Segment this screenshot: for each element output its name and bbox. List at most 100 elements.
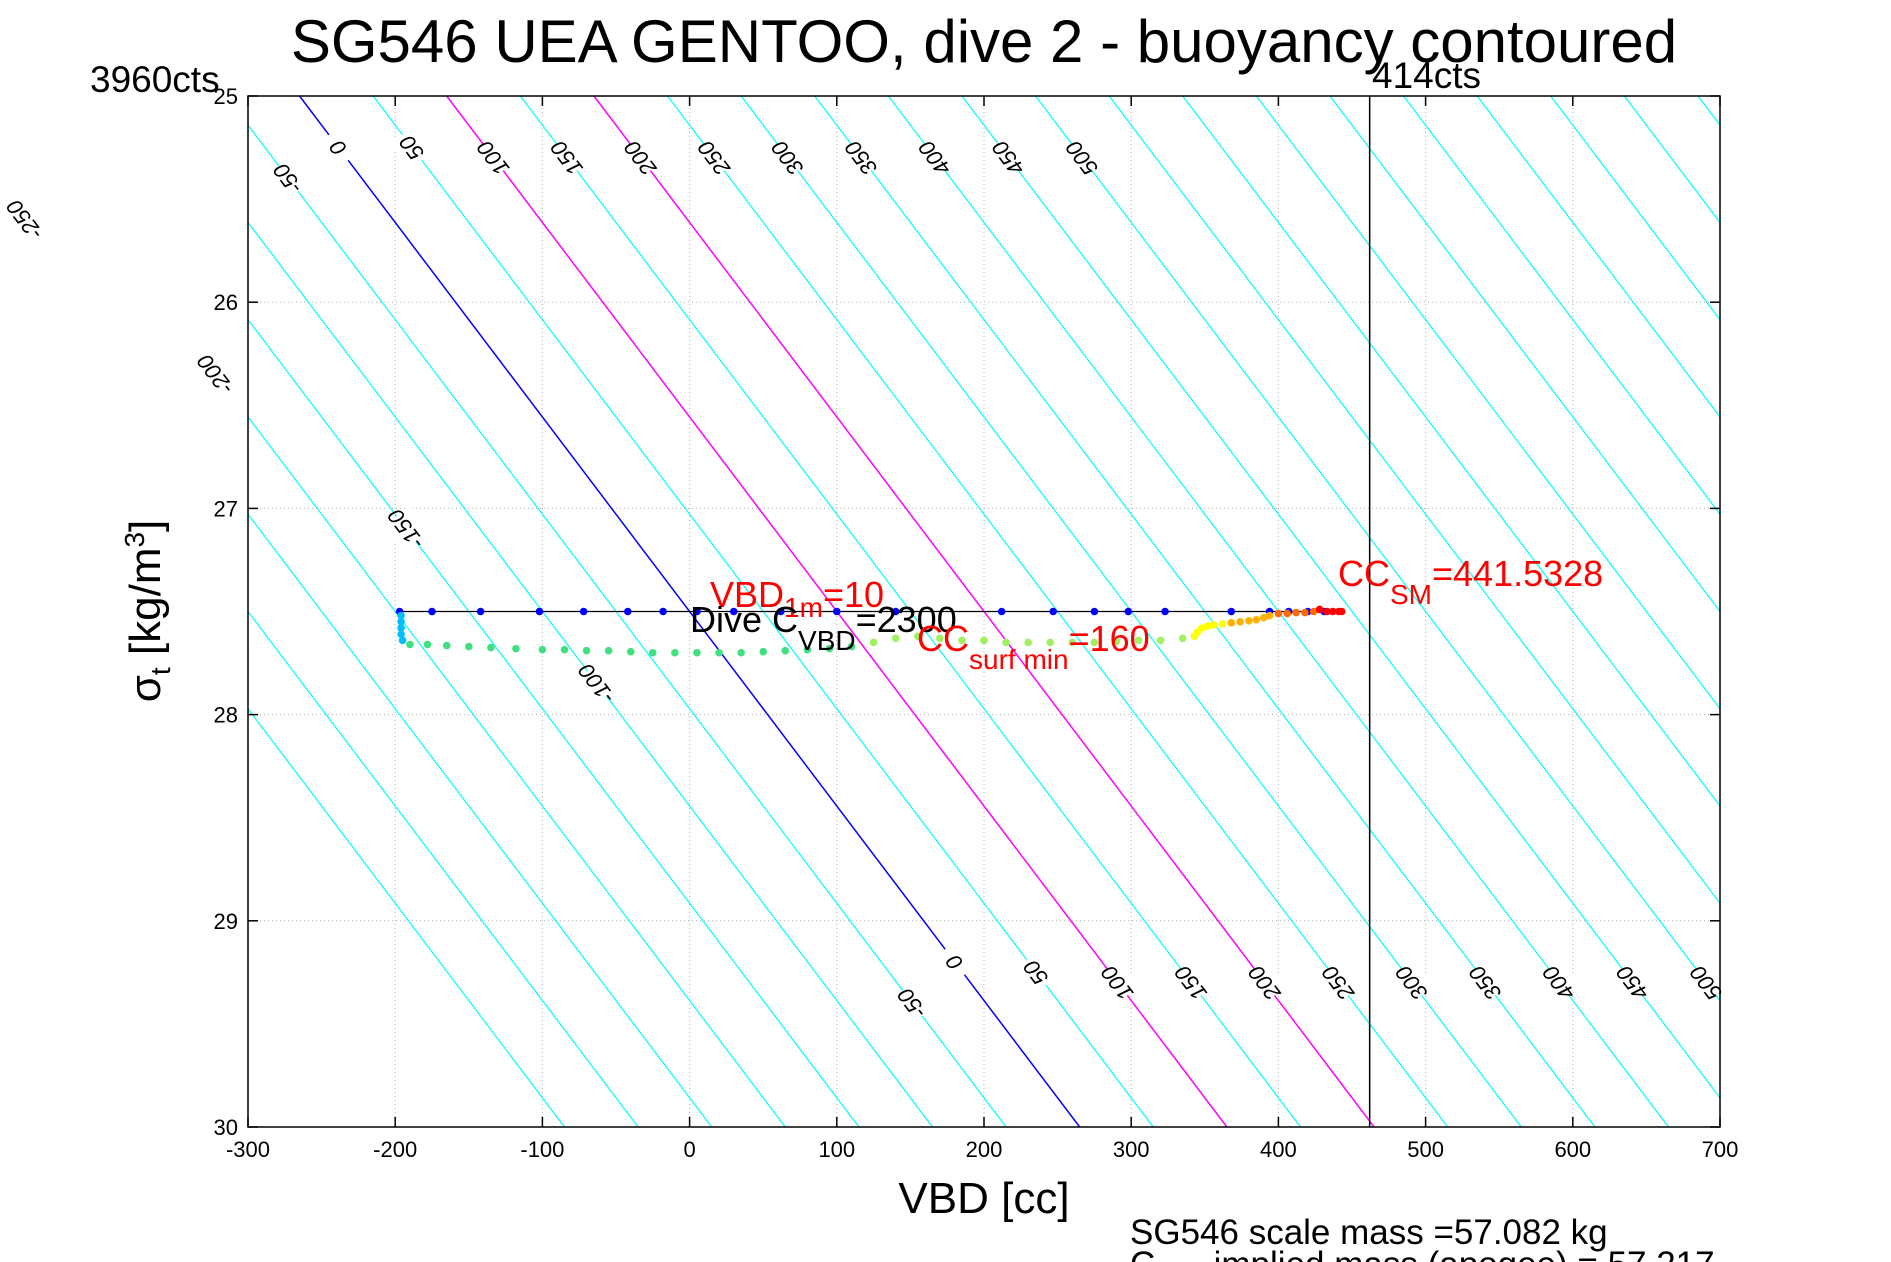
contour-label-bg xyxy=(265,156,311,201)
data-point xyxy=(1049,607,1057,616)
data-point xyxy=(1090,607,1099,616)
contour-label-bg xyxy=(316,125,361,170)
x-tick-label: 600 xyxy=(1554,1137,1591,1162)
data-point xyxy=(1156,636,1165,645)
corner-label-right: 414cts xyxy=(1372,55,1481,96)
contour-label-bg xyxy=(1610,960,1656,1006)
data-point xyxy=(693,607,701,616)
annotation-vbd-1m-sub: 1m xyxy=(784,592,823,623)
data-point xyxy=(869,638,878,647)
data-point xyxy=(936,634,944,643)
contour-line xyxy=(1035,96,1720,1002)
contour-label-bg xyxy=(1684,960,1729,1006)
data-point xyxy=(803,645,812,654)
data-point xyxy=(1112,637,1121,646)
data-point xyxy=(538,645,547,654)
contour-line xyxy=(1255,96,1720,710)
data-point xyxy=(737,648,745,657)
annotation-vbd-1m: VBD1m=10 xyxy=(710,574,884,623)
data-point xyxy=(913,632,922,641)
contour-line xyxy=(1108,96,1720,905)
data-point xyxy=(1198,624,1206,632)
data-point xyxy=(997,607,1006,616)
contour-label-bg xyxy=(890,980,935,1026)
annotation-cc-sm: CCSM=441.5328 xyxy=(1338,553,1603,610)
contour-line xyxy=(1476,96,1720,418)
y-label-end: ] xyxy=(121,520,170,532)
data-point xyxy=(1329,607,1337,616)
footer-implied-mass: C implied mass (apogee) = 57.217 xyxy=(1130,1245,1715,1262)
y-label-sub: t xyxy=(145,667,176,675)
data-point xyxy=(579,607,588,616)
contour-line xyxy=(1182,96,1720,808)
contour-label-bg xyxy=(1095,960,1141,1006)
annotation-dive-c-value: =2300 xyxy=(856,599,957,640)
data-point xyxy=(715,648,723,657)
contour-label-bg xyxy=(1463,960,1509,1006)
data-point xyxy=(1124,607,1133,616)
annotation-vbd-1m-value: =10 xyxy=(823,574,884,615)
data-point xyxy=(476,607,485,616)
data-point xyxy=(693,648,701,657)
x-tick-label: 500 xyxy=(1407,1137,1444,1162)
data-point xyxy=(1309,607,1318,616)
annotation-dive-c-sub: VBD xyxy=(798,625,856,656)
data-point xyxy=(1315,605,1324,614)
data-point xyxy=(1090,638,1099,647)
annotation-cc-sm-main: CC xyxy=(1338,553,1390,594)
contour-label-bg xyxy=(574,661,620,707)
data-point xyxy=(398,636,407,645)
chart-title: SG546 UEA GENTOO, dive 2 - buoyancy cont… xyxy=(291,8,1677,75)
x-axis-label: VBD [cc] xyxy=(898,1174,1069,1223)
data-point xyxy=(397,611,405,620)
x-tick-label: 300 xyxy=(1113,1137,1150,1162)
data-point xyxy=(759,647,767,656)
data-point xyxy=(958,636,966,645)
y-label-sup: 3 xyxy=(119,532,150,548)
annotation-dive-c: Dive CVBD=2300 xyxy=(690,599,957,656)
data-point xyxy=(980,636,988,645)
contour-label-bg xyxy=(1389,960,1435,1006)
contour-line xyxy=(1697,96,1720,127)
data-point xyxy=(781,646,790,655)
data-point xyxy=(1274,609,1283,618)
data-point xyxy=(1337,607,1346,616)
annotation-cc-surf-main: CC xyxy=(917,618,969,659)
x-tick-label: -200 xyxy=(373,1137,417,1162)
contour-label-bg xyxy=(389,125,435,170)
data-point xyxy=(1265,611,1274,620)
data-point xyxy=(465,642,473,651)
data-point xyxy=(582,646,591,655)
footer-c: C xyxy=(1130,1245,1155,1262)
annotation-cc-surf-sub: surf min xyxy=(969,644,1069,675)
annotation-cc-surf-min: CCsurf min=160 xyxy=(917,618,1150,675)
data-point xyxy=(535,607,544,616)
contour-line xyxy=(961,96,1720,1099)
y-tick-label: 28 xyxy=(214,703,238,728)
data-point xyxy=(825,644,834,653)
grid xyxy=(248,96,1720,1127)
contour-line xyxy=(248,707,565,1127)
x-tick-label: 0 xyxy=(683,1137,695,1162)
data-point xyxy=(1218,620,1227,628)
data-point xyxy=(1209,621,1218,629)
data-point xyxy=(847,642,856,651)
contour-line xyxy=(1329,96,1720,613)
contour-label-bg xyxy=(765,135,811,181)
data-point xyxy=(891,634,900,643)
data-point xyxy=(1068,638,1077,647)
contour-label-bg xyxy=(383,506,429,552)
data-point xyxy=(1046,638,1055,647)
data-point xyxy=(406,640,414,649)
contour-label-bg xyxy=(1242,960,1288,1006)
contour-label-bg xyxy=(2,197,48,243)
data-point xyxy=(1236,618,1244,626)
contour-label-bg xyxy=(986,135,1032,181)
contour-line xyxy=(248,415,786,1127)
footer-implied-rest: implied mass (apogee) = 57.217 xyxy=(1155,1245,1714,1262)
data-point xyxy=(397,630,405,638)
axis-ticks: -300 -200 -100 0 100 200 300 400 500 600 700 25 26 27… xyxy=(214,84,1739,1162)
y-tick-label: 26 xyxy=(214,290,238,315)
data-point xyxy=(1245,616,1253,625)
